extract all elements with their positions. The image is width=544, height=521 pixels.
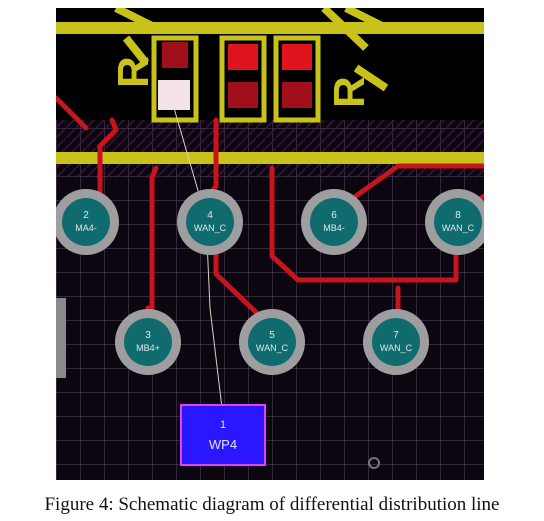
- pad-number: 3: [145, 330, 151, 341]
- silkscreen-bottom-bar: [56, 152, 484, 164]
- silkscreen-top-bar: [56, 22, 484, 34]
- trace-pad6-loop: [269, 165, 459, 283]
- wp-pad-net-label: WP4: [209, 437, 237, 452]
- pad-net-label: MB4-: [323, 223, 345, 233]
- smd-pad-mid-top: [228, 44, 258, 70]
- pad-net-label: WAN_C: [256, 343, 289, 353]
- pad-number: 8: [455, 210, 461, 221]
- silk-glyph-left: [114, 8, 158, 66]
- pad-number: 4: [207, 210, 213, 221]
- pcb-layout-figure: R R 2 MA4-: [56, 8, 484, 480]
- silk-label-right: R: [325, 76, 374, 108]
- figure-caption: Figure 4: Schematic diagram of different…: [44, 494, 500, 515]
- trace-pad3-up: [149, 165, 159, 311]
- smd-pad-right-top: [282, 44, 312, 70]
- silk-outline-left: [151, 35, 199, 123]
- pad-number: 5: [269, 330, 275, 341]
- through-hole-pad: 5 WAN_C: [239, 309, 305, 375]
- trace-left-edge: [56, 95, 89, 131]
- pad-net-label: WAN_C: [380, 343, 413, 353]
- through-hole-pad: 4 WAN_C: [177, 189, 243, 255]
- through-hole-pad: 7 WAN_C: [363, 309, 429, 375]
- through-hole-pad: 8 WAN_C: [425, 189, 484, 255]
- through-hole-pad: 2 MA4-: [56, 189, 119, 255]
- pad-net-label: MB4+: [136, 343, 160, 353]
- silk-glyph-right: [321, 8, 389, 92]
- silk-outline-right: [273, 35, 321, 123]
- pcb-layout-svg: R R 2 MA4-: [56, 8, 484, 480]
- left-grey-bar: [56, 298, 66, 378]
- silk-label-left: R: [109, 56, 158, 88]
- through-hole-pad: 6 MB4-: [301, 189, 367, 255]
- pad-net-label: WAN_C: [194, 223, 227, 233]
- pad-net-label: MA4-: [75, 223, 97, 233]
- pad-number: 6: [331, 210, 337, 221]
- pad-number: 2: [83, 210, 89, 221]
- silk-outline-mid: [219, 35, 267, 123]
- through-hole-pad: 3 MB4+: [115, 309, 181, 375]
- wp-pad: 1 WP4: [180, 404, 266, 466]
- trace-pad2-up: [97, 117, 119, 203]
- smd-pad-mid-bottom: [228, 82, 258, 108]
- ratsnest-line: [173, 107, 223, 409]
- smd-pad-right-bottom: [282, 82, 312, 108]
- pad-number: 7: [393, 330, 399, 341]
- pad-net-label: WAN_C: [442, 223, 475, 233]
- smd-pad-left-bottom: [158, 80, 190, 110]
- trace-pad8-up: [353, 163, 484, 199]
- smd-pad-left-top: [162, 42, 188, 68]
- wp-pad-number: 1: [220, 419, 226, 431]
- small-marker: [368, 457, 381, 469]
